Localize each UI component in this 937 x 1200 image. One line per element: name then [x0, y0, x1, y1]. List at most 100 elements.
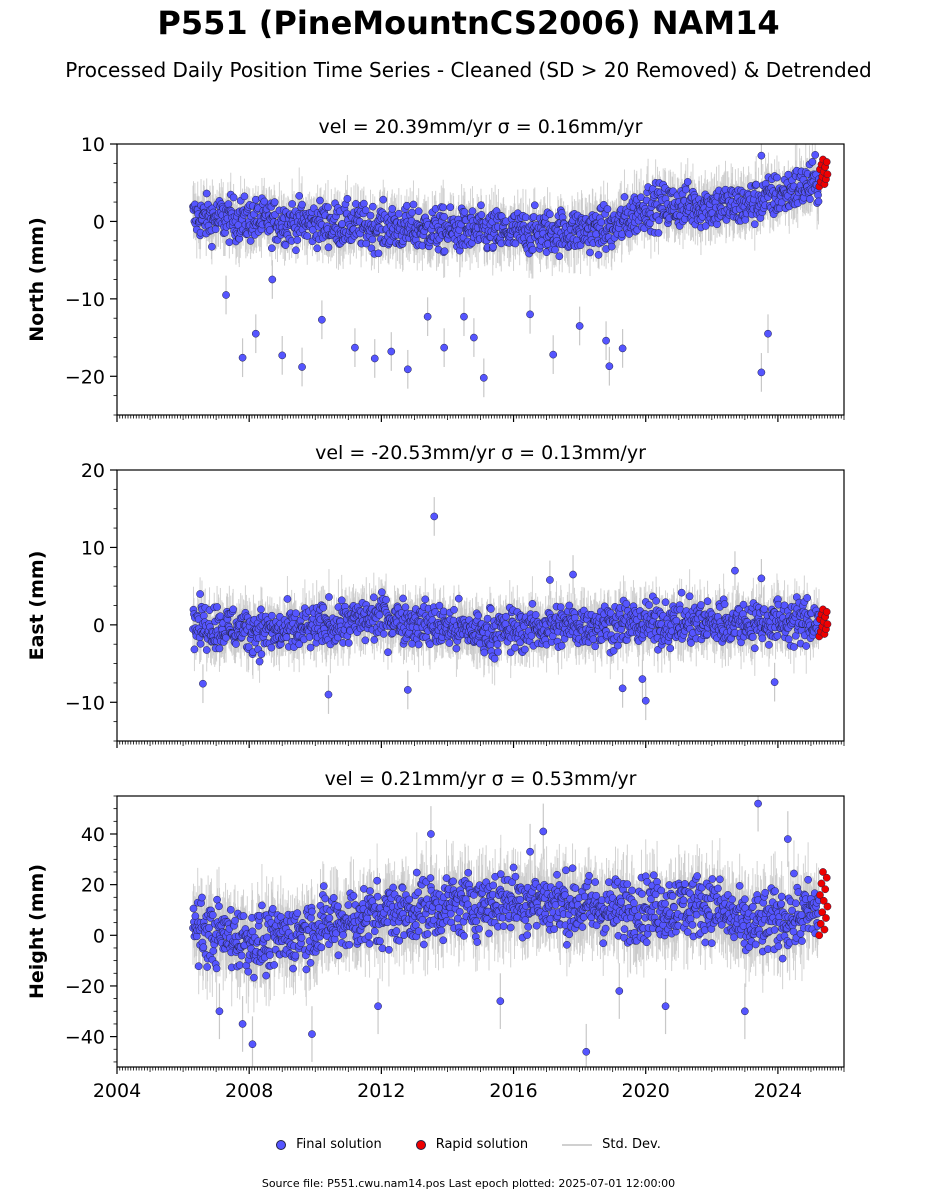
final-point: [750, 220, 759, 229]
final-point: [361, 636, 370, 645]
final-point: [257, 650, 266, 658]
final-point: [200, 611, 208, 620]
page-subtitle: Processed Daily Position Time Series - C…: [65, 58, 872, 82]
final-point: [487, 605, 495, 613]
plot-area: [189, 497, 832, 721]
final-point: [399, 594, 407, 603]
final-point: [388, 204, 397, 213]
final-point: [196, 590, 204, 598]
page-title: P551 (PineMountnCS2006) NAM14: [157, 4, 780, 42]
final-point: [266, 226, 274, 234]
final-point-outlier: [238, 353, 247, 362]
final-point: [211, 225, 220, 234]
std-dev-bars: [192, 497, 820, 721]
final-point: [682, 185, 690, 194]
final-point: [255, 657, 264, 666]
final-point: [292, 246, 300, 255]
final-point: [379, 630, 388, 638]
final-point-outlier: [423, 312, 432, 321]
final-point: [607, 242, 616, 251]
final-point: [229, 605, 237, 614]
final-point: [489, 242, 498, 251]
final-point: [319, 603, 328, 612]
final-point: [806, 195, 814, 203]
final-point: [375, 611, 384, 619]
final-point: [811, 151, 820, 159]
final-point: [741, 216, 750, 224]
final-point: [551, 245, 559, 254]
final-point: [215, 644, 224, 653]
final-point-outlier: [764, 329, 772, 338]
rapid-point: [823, 170, 832, 179]
plot-area: [189, 144, 832, 398]
rapid-solution-series: [815, 155, 832, 191]
final-point-outlier: [318, 315, 326, 324]
final-point: [530, 201, 539, 210]
final-point: [313, 244, 322, 253]
final-point: [490, 654, 499, 663]
rapid-point: [822, 158, 831, 166]
final-point: [408, 208, 416, 217]
final-point: [374, 249, 383, 258]
final-point: [316, 196, 324, 205]
final-point: [435, 601, 444, 610]
final-point: [244, 643, 253, 651]
y-tick-label: −20: [65, 366, 105, 388]
y-axis-label: North (mm): [26, 217, 48, 342]
final-point: [325, 593, 333, 601]
final-point: [306, 643, 315, 652]
final-point: [452, 644, 461, 653]
y-axis: −20 −10 0 10: [65, 134, 117, 416]
final-point: [267, 244, 276, 253]
final-point: [446, 203, 455, 212]
final-point: [394, 209, 403, 218]
final-point: [208, 242, 216, 251]
final-point-outlier: [602, 336, 610, 345]
final-point: [222, 633, 230, 642]
final-point: [257, 605, 265, 614]
final-point-outlier: [757, 368, 766, 377]
final-point: [713, 220, 721, 229]
final-point: [521, 213, 530, 222]
final-point: [337, 596, 346, 605]
final-point-outlier: [605, 362, 614, 371]
final-point: [369, 202, 377, 211]
final-point-outlier: [298, 363, 306, 371]
final-point: [477, 201, 485, 210]
final-point: [361, 206, 370, 215]
final-point: [190, 645, 199, 654]
final-point: [232, 640, 240, 648]
final-point: [298, 200, 306, 209]
panel-1: −20 −10 0 10 North (mm) vel = 20.39mm/yr σ = …: [26, 116, 845, 422]
final-point: [384, 648, 392, 657]
final-point: [683, 178, 692, 186]
std-dev-bars: [192, 144, 820, 398]
final-point: [808, 158, 817, 166]
final-point: [324, 203, 332, 212]
final-point: [343, 194, 352, 203]
final-point: [360, 199, 368, 208]
final-point: [529, 245, 537, 254]
final-point-outlier: [460, 312, 468, 321]
final-point: [344, 639, 353, 647]
final-point: [586, 248, 594, 257]
final-point: [620, 193, 629, 201]
final-point: [283, 595, 292, 603]
final-point: [474, 611, 482, 620]
final-point: [295, 192, 304, 200]
final-point: [295, 640, 304, 649]
final-point: [225, 238, 234, 247]
final-point: [439, 203, 448, 212]
final-point: [409, 200, 418, 209]
final-point: [267, 643, 276, 652]
final-point: [460, 208, 469, 216]
final-point: [246, 237, 255, 245]
final-point-outlier: [403, 365, 412, 374]
final-point: [403, 201, 411, 210]
final-point: [445, 639, 454, 647]
final-point: [229, 193, 238, 202]
final-point: [196, 639, 205, 648]
final-point: [511, 239, 520, 248]
final-point-outlier: [351, 343, 359, 352]
